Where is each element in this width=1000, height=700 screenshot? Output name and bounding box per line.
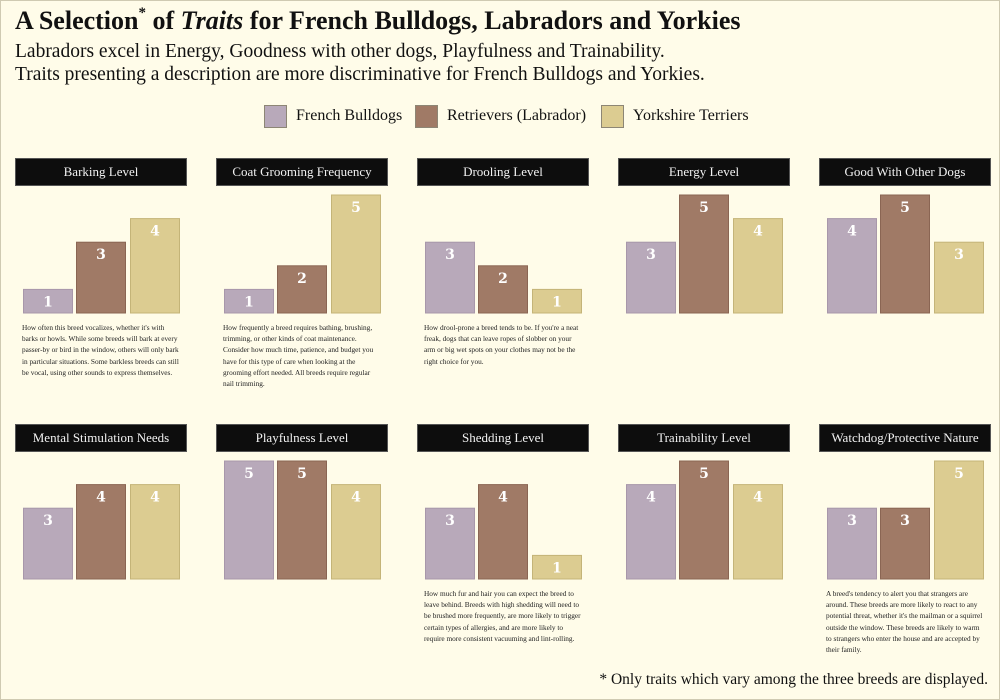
subtitle-line-1: Labradors excel in Energy, Goodness with… — [15, 41, 665, 62]
bar — [934, 460, 984, 580]
bar — [331, 194, 381, 314]
bar-value-label: 4 — [646, 490, 656, 506]
bar — [827, 507, 877, 580]
trait-bar-chart: 4 5 3 — [827, 194, 984, 314]
legend: French Bulldogs Retrievers (Labrador) Yo… — [0, 104, 1000, 128]
bar-value-label: 5 — [699, 466, 709, 482]
bar — [130, 218, 180, 314]
trait-bar-chart: 3 3 5 — [827, 460, 984, 580]
bar-value-label: 4 — [150, 224, 160, 240]
bar-value-label: 5 — [351, 200, 361, 216]
bar-value-label: 3 — [900, 513, 910, 529]
legend-item-yorkshire-terriers: Yorkshire Terriers — [601, 104, 749, 128]
bar-value-label: 5 — [244, 466, 254, 482]
trait-description: How often this breed vocalizes, whether … — [22, 323, 179, 377]
bar-value-label: 3 — [847, 513, 857, 529]
bar — [277, 265, 327, 314]
trait-title: Shedding Level — [417, 424, 589, 452]
trait-bar-chart: 3 4 4 — [23, 484, 180, 580]
bar — [880, 507, 930, 580]
trait-title: Drooling Level — [417, 158, 589, 186]
bar-value-label: 5 — [954, 466, 964, 482]
bar-value-label: 4 — [96, 490, 106, 506]
bar — [425, 241, 475, 314]
bar-value-label: 2 — [498, 271, 508, 287]
bar-value-label: 5 — [900, 200, 910, 216]
bar — [224, 288, 274, 314]
trait-title: Mental Stimulation Needs — [15, 424, 187, 452]
trait-bar-chart: 3 2 1 — [425, 241, 582, 314]
bar — [130, 484, 180, 580]
bar — [934, 241, 984, 314]
bar-value-label: 3 — [43, 513, 53, 529]
bar — [76, 484, 126, 580]
trait-title: Watchdog/Protective Nature — [819, 424, 991, 452]
legend-item-labrador: Retrievers (Labrador) — [415, 104, 586, 128]
trait-title: Playfulness Level — [216, 424, 388, 452]
bar-value-label: 1 — [244, 294, 254, 310]
bar — [733, 218, 783, 314]
bar-value-label: 3 — [445, 247, 455, 263]
trait-description: How drool-prone a breed tends to be. If … — [424, 323, 579, 366]
chart-title: A Selection* of Traits for French Bulldo… — [15, 5, 741, 35]
bar-value-label: 1 — [552, 560, 562, 576]
trait-bar-chart: 3 5 4 — [626, 194, 783, 314]
subtitle-line-2: Traits presenting a description are more… — [15, 64, 705, 85]
trait-bar-chart: 5 5 4 — [224, 460, 381, 580]
bar — [733, 484, 783, 580]
trait-title: Good With Other Dogs — [819, 158, 991, 186]
bar — [331, 484, 381, 580]
bar — [76, 241, 126, 314]
legend-label: French Bulldogs — [296, 107, 403, 124]
trait-bar-chart: 1 2 5 — [224, 194, 381, 314]
legend-label: Retrievers (Labrador) — [447, 107, 587, 124]
bar — [478, 265, 528, 314]
bar-value-label: 1 — [43, 294, 53, 310]
trait-title: Barking Level — [15, 158, 187, 186]
trait-title: Energy Level — [618, 158, 790, 186]
bar — [425, 507, 475, 580]
trait-description: A breed's tendency to alert you that str… — [826, 589, 983, 655]
bar — [224, 460, 274, 580]
bar-value-label: 4 — [847, 224, 857, 240]
trait-bar-chart: 3 4 1 — [425, 484, 582, 580]
bar-value-label: 2 — [297, 271, 307, 287]
legend-swatch — [415, 104, 438, 128]
bar — [532, 288, 582, 314]
bar-value-label: 3 — [96, 247, 106, 263]
bar-value-label: 4 — [150, 490, 160, 506]
bar-value-label: 1 — [552, 294, 562, 310]
trait-title: Coat Grooming Frequency — [216, 158, 388, 186]
trait-title: Trainability Level — [618, 424, 790, 452]
bar-value-label: 3 — [646, 247, 656, 263]
bar — [880, 194, 930, 314]
footnote: * Only traits which vary among the three… — [599, 671, 988, 688]
bar — [626, 484, 676, 580]
legend-swatch — [264, 104, 287, 128]
bar — [277, 460, 327, 580]
bar — [679, 460, 729, 580]
legend-item-french-bulldogs: French Bulldogs — [264, 104, 402, 128]
bar-value-label: 4 — [753, 224, 763, 240]
bar-value-label: 4 — [753, 490, 763, 506]
legend-label: Yorkshire Terriers — [633, 107, 749, 124]
trait-bar-chart: 4 5 4 — [626, 460, 783, 580]
bar-value-label: 3 — [445, 513, 455, 529]
bar — [23, 288, 73, 314]
bar-value-label: 4 — [498, 490, 508, 506]
trait-description: How frequently a breed requires bathing,… — [223, 323, 374, 389]
trait-bar-chart: 1 3 4 — [23, 218, 180, 314]
legend-swatch — [601, 104, 624, 128]
bar-value-label: 3 — [954, 247, 964, 263]
bar — [532, 554, 582, 580]
bar — [478, 484, 528, 580]
bar-value-label: 5 — [297, 466, 307, 482]
bar-value-label: 4 — [351, 490, 361, 506]
trait-description: How much fur and hair you can expect the… — [424, 589, 581, 643]
bar — [23, 507, 73, 580]
bar — [827, 218, 877, 314]
bar-value-label: 5 — [699, 200, 709, 216]
bar — [679, 194, 729, 314]
bar — [626, 241, 676, 314]
